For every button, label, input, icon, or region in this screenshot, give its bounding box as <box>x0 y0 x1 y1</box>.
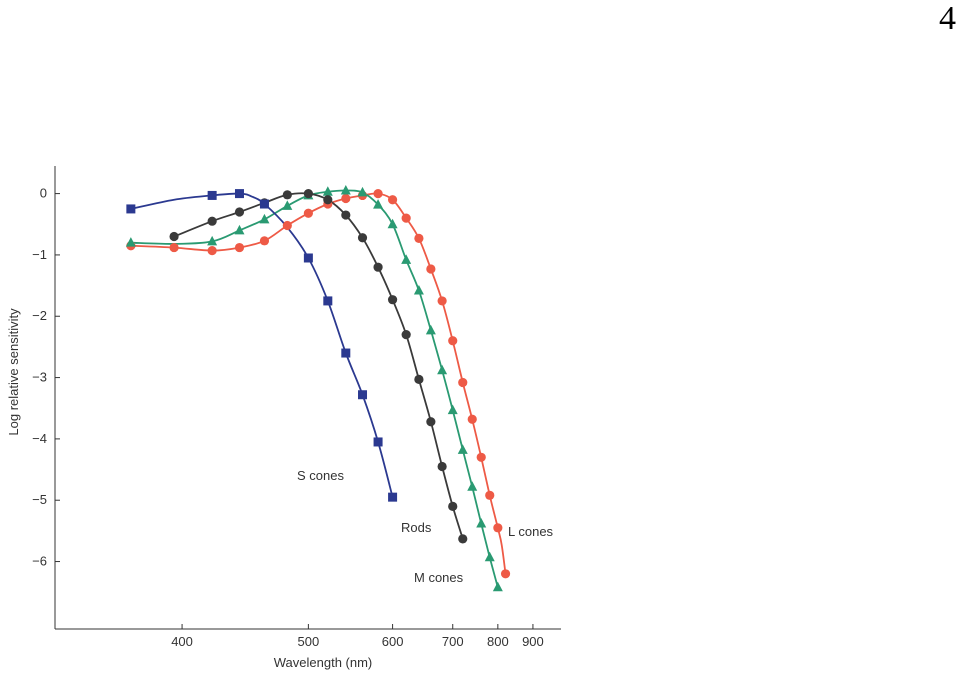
data-point-l-cones <box>387 195 398 205</box>
x-tick-label: 900 <box>522 634 544 649</box>
data-point-rods <box>341 210 351 220</box>
y-ticks: 0 −1 −2 −3 −4 −5 −6 <box>32 186 60 569</box>
x-tick-label: 700 <box>442 634 464 649</box>
data-point-l-cones <box>500 569 511 579</box>
data-point-s-cones <box>207 190 217 200</box>
data-point-l-cones <box>458 377 468 388</box>
data-point-rods <box>169 231 179 242</box>
data-point-m-cones <box>357 186 368 197</box>
markers <box>125 185 511 592</box>
series-line-rods <box>173 192 464 540</box>
data-point-l-cones <box>493 523 503 533</box>
data-point-m-cones <box>425 324 436 335</box>
y-tick-label: −2 <box>32 308 47 323</box>
data-point-rods <box>234 207 245 217</box>
series-line-m-cones <box>130 189 499 588</box>
data-point-m-cones <box>387 218 398 229</box>
data-point-rods <box>373 262 383 272</box>
data-point-rods <box>357 233 368 243</box>
data-point-l-cones <box>373 188 383 199</box>
data-point-rods <box>282 190 292 200</box>
data-point-m-cones <box>322 186 333 196</box>
data-point-s-cones <box>323 296 333 306</box>
data-point-l-cones <box>467 414 477 424</box>
series-line-l-cones <box>130 192 507 574</box>
data-point-rods <box>207 216 217 226</box>
data-point-m-cones <box>413 284 424 295</box>
data-point-s-cones <box>358 390 368 400</box>
series-label-l-cones: L cones <box>508 524 554 539</box>
data-point-l-cones <box>448 336 458 346</box>
data-point-l-cones <box>259 236 270 246</box>
x-tick-label: 600 <box>382 634 404 649</box>
data-point-rods <box>437 461 447 472</box>
data-point-rods <box>414 374 424 385</box>
data-point-m-cones <box>447 404 458 415</box>
data-point-rods <box>426 417 436 427</box>
data-point-l-cones <box>476 452 486 462</box>
data-point-l-cones <box>169 242 179 253</box>
data-point-l-cones <box>341 193 351 204</box>
data-point-l-cones <box>401 213 411 223</box>
data-point-m-cones <box>484 551 495 562</box>
data-point-s-cones <box>259 199 269 209</box>
data-point-m-cones <box>467 481 478 491</box>
data-point-l-cones <box>437 296 447 306</box>
data-point-m-cones <box>125 237 136 247</box>
data-point-m-cones <box>401 254 412 264</box>
data-point-m-cones <box>492 581 503 592</box>
data-point-rods <box>387 295 398 305</box>
data-point-m-cones <box>373 199 384 209</box>
data-point-rods <box>458 534 468 544</box>
y-tick-label: −6 <box>32 554 47 569</box>
data-point-s-cones <box>388 492 398 502</box>
x-tick-label: 400 <box>171 634 193 649</box>
data-point-s-cones <box>303 253 313 263</box>
data-point-s-cones <box>341 348 351 358</box>
curves <box>130 189 507 588</box>
data-point-l-cones <box>426 264 436 274</box>
data-point-rods <box>303 188 313 199</box>
data-point-m-cones <box>340 185 351 195</box>
y-tick-label: −1 <box>32 247 47 262</box>
data-point-s-cones <box>126 204 136 214</box>
y-tick-label: −3 <box>32 370 47 385</box>
y-tick-label: −5 <box>32 492 47 507</box>
data-point-m-cones <box>282 200 293 210</box>
y-axis-title: Log relative sensitivity <box>6 308 21 436</box>
data-point-l-cones <box>207 246 217 256</box>
x-tick-label: 800 <box>487 634 509 649</box>
x-tick-label: 500 <box>298 634 320 649</box>
page-number: 4 <box>939 0 956 37</box>
data-point-m-cones <box>207 235 218 246</box>
data-point-s-cones <box>373 437 383 447</box>
y-tick-label: 0 <box>40 186 47 201</box>
data-point-m-cones <box>234 224 245 235</box>
series-label-m-cones: M cones <box>414 570 464 585</box>
data-point-m-cones <box>457 444 468 454</box>
data-point-l-cones <box>414 233 424 243</box>
data-point-l-cones <box>303 208 313 218</box>
series-label-s-cones: S cones <box>297 468 344 483</box>
y-tick-label: −4 <box>32 431 47 446</box>
x-ticks: 400 500 600 700 800 900 <box>171 624 544 649</box>
data-point-rods <box>323 195 333 205</box>
data-point-l-cones <box>234 242 245 253</box>
series-label-rods: Rods <box>401 520 432 535</box>
data-point-l-cones <box>485 490 495 500</box>
data-point-m-cones <box>259 213 270 224</box>
data-point-l-cones <box>282 220 292 231</box>
data-point-rods <box>401 330 411 340</box>
x-axis-title: Wavelength (nm) <box>274 655 373 670</box>
data-point-m-cones <box>437 364 448 375</box>
data-point-rods <box>448 501 458 511</box>
axes <box>54 166 561 630</box>
data-point-m-cones <box>476 518 487 528</box>
data-point-s-cones <box>234 189 244 199</box>
